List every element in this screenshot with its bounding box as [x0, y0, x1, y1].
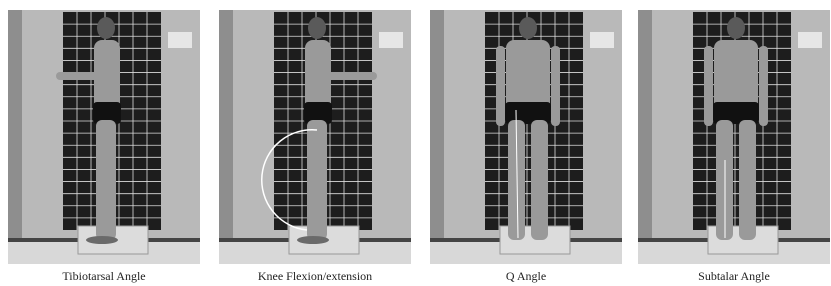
torso [714, 40, 758, 112]
head [97, 17, 115, 39]
head [727, 17, 745, 39]
arm [759, 46, 768, 126]
caption: Knee Flexion/extension [258, 269, 372, 283]
leg [307, 120, 327, 240]
caption: Q Angle [506, 269, 546, 283]
photo-panel: Knee Flexion/extension [219, 10, 411, 283]
leg [531, 120, 548, 240]
leg [96, 120, 116, 240]
arm [496, 46, 505, 126]
wall-shade [430, 10, 444, 264]
foot [86, 236, 118, 244]
arm [327, 72, 377, 80]
label-card [798, 32, 822, 48]
head [308, 17, 326, 39]
head [519, 17, 537, 39]
photo-panel: Tibiotarsal Angle [8, 10, 200, 283]
wall-shade [8, 10, 22, 264]
figure: Tibiotarsal Angle Knee Flexion/extension Q… [0, 0, 831, 286]
leg [739, 120, 756, 240]
caption: Tibiotarsal Angle [62, 269, 145, 283]
label-card [168, 32, 192, 48]
label-card [590, 32, 614, 48]
torso [506, 40, 550, 112]
wall-shade [219, 10, 233, 264]
foot [297, 236, 329, 244]
label-card [379, 32, 403, 48]
photo-panel: Subtalar Angle [638, 10, 830, 283]
arm [56, 72, 106, 80]
photo-panel: Q Angle [430, 10, 622, 283]
arm [704, 46, 713, 126]
caption: Subtalar Angle [698, 269, 770, 283]
arm [551, 46, 560, 126]
wall-shade [638, 10, 652, 264]
